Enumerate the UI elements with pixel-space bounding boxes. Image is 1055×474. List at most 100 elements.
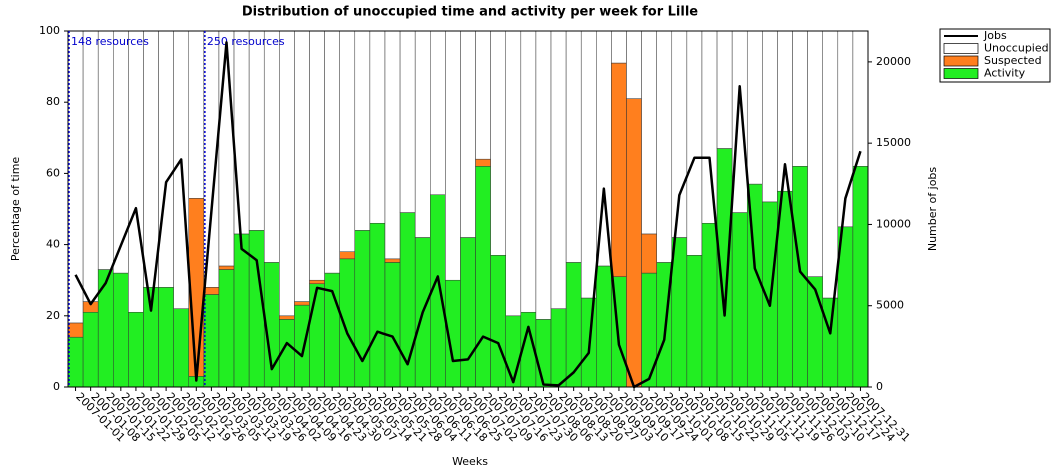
bar-segment: [203, 287, 220, 295]
bar-segment: [294, 30, 310, 302]
bar-segment: [641, 30, 657, 235]
bar-segment: [113, 30, 129, 274]
bar-segment: [611, 62, 627, 277]
bar-segment: [97, 30, 114, 270]
y2-axis-label: Number of jobs: [926, 167, 939, 252]
chart-title: Distribution of unoccupied time and acti…: [242, 5, 698, 20]
line: [74, 41, 862, 389]
x-axis-label: Weeks: [452, 455, 488, 468]
bar-segment: [701, 222, 718, 388]
bar-segment: [294, 304, 310, 388]
bar-segment: [852, 30, 869, 167]
legend-label: Suspected: [984, 54, 1042, 67]
legend-label: Unoccupied: [984, 42, 1049, 55]
bar-segment: [460, 237, 476, 388]
bar-segment: [158, 30, 174, 288]
bar-segment: [550, 308, 567, 388]
bar-segment: [399, 30, 416, 213]
bar-segment: [716, 30, 733, 149]
bar-segment: [248, 30, 265, 231]
bar-segment: [384, 30, 401, 260]
bar-segment: [565, 262, 582, 388]
y-axis-label: Percentage of time: [9, 157, 22, 262]
bar-segment: [822, 297, 839, 388]
bar-segment: [475, 30, 491, 160]
bar-segment: [686, 255, 703, 388]
bar-segment: [641, 233, 657, 274]
annotation-label: 148 resources: [71, 35, 149, 48]
y-tick-label: 40: [46, 238, 60, 251]
bar-segment: [550, 30, 567, 309]
bar-segment: [580, 30, 597, 299]
annotation-label: 250 resources: [207, 35, 285, 48]
bar-segment: [218, 265, 235, 270]
bar-segment: [203, 294, 220, 388]
bar-segment: [82, 30, 99, 302]
bar-segment: [158, 287, 174, 388]
bar-segment: [339, 30, 356, 252]
bar-segment: [505, 30, 522, 317]
bar-segment: [128, 311, 144, 388]
y-tick-label: 80: [46, 95, 60, 108]
bar-segment: [445, 30, 461, 281]
bar-segment: [113, 272, 129, 388]
bar-segment: [505, 315, 522, 388]
y-tick-label: 60: [46, 166, 60, 179]
plot-frame: [67, 30, 869, 388]
bar-segment: [233, 233, 250, 388]
bar-segment: [233, 30, 250, 235]
y-tick-label: 0: [53, 380, 60, 393]
bar-segment: [414, 30, 431, 238]
bar-segment: [67, 30, 84, 324]
bar-segment: [128, 30, 144, 313]
y-tick-label: 20: [46, 309, 60, 322]
bar-segment: [218, 269, 235, 388]
bar-segment: [339, 258, 356, 388]
y2-tick-label: 10000: [876, 217, 911, 230]
bar-segment: [565, 30, 582, 263]
bar-segment: [339, 251, 356, 260]
legend-swatch: [943, 68, 979, 79]
bar-segment: [218, 30, 235, 267]
bar-segment: [535, 319, 552, 388]
legend-label: Jobs: [983, 29, 1007, 42]
bar-segment: [746, 30, 763, 185]
bar-segment: [701, 30, 718, 224]
y2-tick-label: 15000: [876, 136, 911, 149]
bar-segment: [309, 30, 325, 281]
bar-segment: [369, 222, 386, 388]
bar-segment: [535, 30, 552, 320]
bar-segment: [309, 279, 325, 285]
bar-segment: [384, 258, 401, 263]
bar-segment: [731, 212, 748, 388]
legend-swatch: [943, 43, 979, 54]
bar-segment: [807, 30, 823, 277]
bar-segment: [248, 230, 265, 388]
bar-segment: [641, 272, 657, 388]
legend-swatch: [943, 55, 979, 67]
bar-segment: [852, 166, 869, 388]
y2-tick-label: 5000: [876, 299, 904, 312]
bar-segment: [596, 265, 612, 388]
bar-segment: [354, 30, 371, 231]
bar-segment: [792, 30, 808, 167]
bar-segment: [369, 30, 386, 224]
bar-segment: [188, 30, 205, 199]
bar-segment: [309, 283, 325, 388]
bar-segment: [762, 30, 778, 203]
bar-segment: [626, 98, 642, 388]
legend-label: Activity: [984, 67, 1026, 80]
y-tick-label: 100: [39, 24, 60, 37]
bar-segment: [490, 30, 506, 256]
bar-segment: [460, 30, 476, 238]
bar-segment: [686, 30, 703, 256]
bar-segment: [82, 311, 99, 388]
bar-segment: [97, 269, 114, 388]
bar-segment: [294, 301, 310, 306]
y2-tick-label: 0: [876, 380, 883, 393]
bar-segment: [279, 30, 295, 317]
bar-segment: [173, 308, 190, 388]
bar-segment: [475, 166, 491, 388]
y2-tick-label: 20000: [876, 55, 911, 68]
bar-segment: [67, 336, 84, 388]
